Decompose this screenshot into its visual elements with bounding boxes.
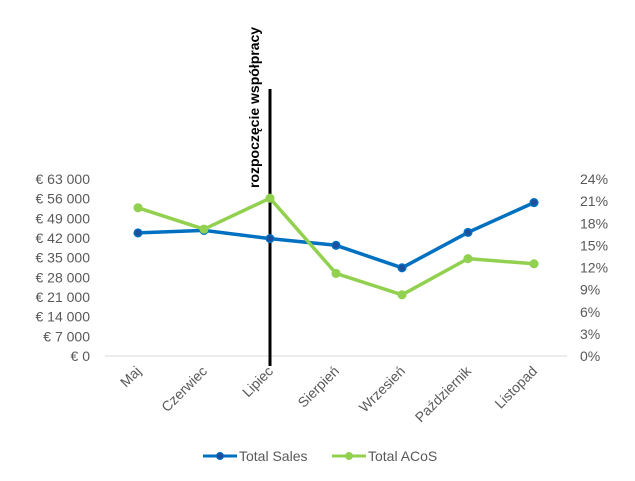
point-total-acos-lipiec[interactable] <box>265 193 275 203</box>
point-total-acos-pazdziernik[interactable] <box>463 254 473 264</box>
point-total-acos-maj[interactable] <box>133 203 143 213</box>
x-axis-tick-labels: Maj Czerwiec Lipiec Sierpień Wrzesień Paździe… <box>117 362 540 425</box>
x-tick-label-pazdziernik: Październik <box>412 362 475 425</box>
x-tick-label-czerwiec: Czerwiec <box>158 363 210 415</box>
legend-marker-total-sales <box>216 452 224 460</box>
left-tick-label: € 21 000 <box>36 289 91 305</box>
left-tick-label: € 35 000 <box>36 250 91 266</box>
series <box>133 193 539 300</box>
legend-label-total-sales: Total Sales <box>239 448 307 464</box>
point-total-sales-pazdziernik[interactable] <box>463 227 473 237</box>
point-total-acos-wrzesien[interactable] <box>397 290 407 300</box>
right-tick-label: 9% <box>580 282 600 298</box>
left-tick-label: € 28 000 <box>36 269 91 285</box>
x-tick-label-lipiec: Lipiec <box>239 363 276 400</box>
left-tick-label: € 56 000 <box>36 191 91 207</box>
right-tick-label: 18% <box>580 215 608 231</box>
left-tick-label: € 7 000 <box>43 328 90 344</box>
right-tick-label: 3% <box>580 326 600 342</box>
point-total-sales-maj[interactable] <box>133 228 143 238</box>
legend-marker-total-acos <box>345 452 353 460</box>
x-tick-label-sierpien: Sierpień <box>294 363 342 411</box>
right-tick-label: 0% <box>580 348 600 364</box>
right-tick-label: 6% <box>580 304 600 320</box>
point-total-acos-czerwiec[interactable] <box>199 224 209 234</box>
left-tick-label: € 63 000 <box>36 171 91 187</box>
annotation-label: rozpoczęcie współpracy <box>246 27 262 188</box>
right-tick-label: 12% <box>580 260 608 276</box>
point-total-acos-sierpien[interactable] <box>331 268 341 278</box>
left-tick-label: € 49 000 <box>36 210 91 226</box>
left-tick-label: € 14 000 <box>36 309 91 325</box>
point-total-acos-listopad[interactable] <box>529 259 539 269</box>
right-axis-tick-labels: 0% 3% 6% 9% 12% 15% 18% 21% 24% <box>580 171 608 364</box>
point-total-sales-wrzesien[interactable] <box>397 263 407 273</box>
point-total-sales-lipiec[interactable] <box>265 234 275 244</box>
left-tick-label: € 0 <box>71 348 91 364</box>
x-tick-label-wrzesien: Wrzesień <box>356 363 408 415</box>
x-tick-label-listopad: Listopad <box>491 363 540 412</box>
right-tick-label: 24% <box>580 171 608 187</box>
point-total-sales-listopad[interactable] <box>529 198 539 208</box>
legend-label-total-acos: Total ACoS <box>368 448 437 464</box>
legend: Total Sales Total ACoS <box>203 448 437 464</box>
x-tick-label-maj: Maj <box>117 363 144 390</box>
right-tick-label: 21% <box>580 193 608 209</box>
right-tick-label: 15% <box>580 237 608 253</box>
legend-item-total-acos[interactable]: Total ACoS <box>332 448 437 464</box>
annotation: rozpoczęcie współpracy <box>246 27 272 366</box>
left-tick-label: € 42 000 <box>36 230 91 246</box>
point-total-sales-sierpien[interactable] <box>331 240 341 250</box>
legend-item-total-sales[interactable]: Total Sales <box>203 448 307 464</box>
left-axis-tick-labels: € 0 € 7 000 € 14 000 € 21 000 € 28 000 € 35 0… <box>36 171 91 364</box>
